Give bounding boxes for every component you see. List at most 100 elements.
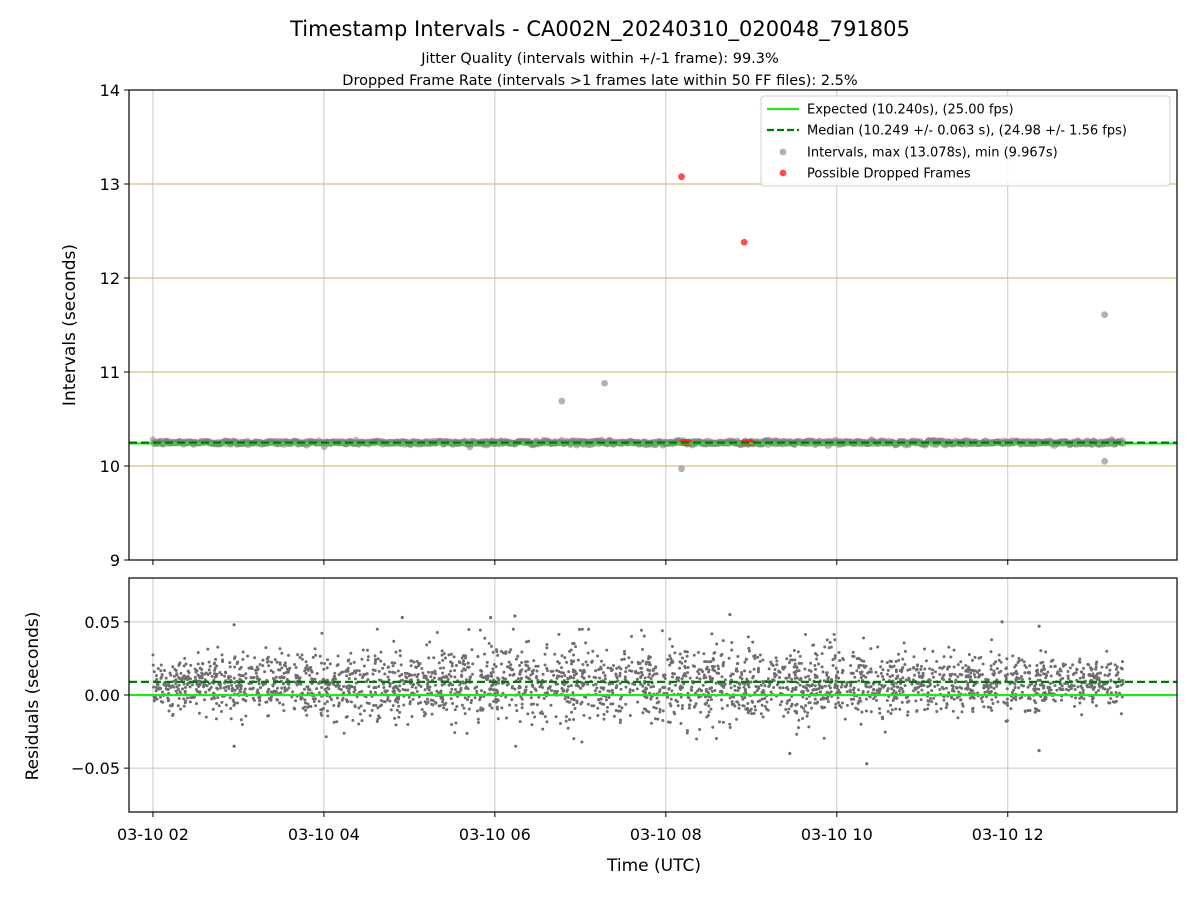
residual-point — [598, 676, 602, 680]
residual-point — [910, 682, 914, 686]
residual-point — [588, 716, 592, 720]
residual-point — [721, 639, 725, 643]
residual-point — [476, 655, 480, 659]
residual-point — [773, 667, 777, 671]
residual-point — [1046, 670, 1050, 674]
residual-point — [507, 660, 511, 664]
y-tick-label: 10 — [100, 457, 120, 476]
residual-point — [1071, 663, 1075, 667]
residual-point — [1039, 649, 1043, 653]
residual-point — [208, 687, 212, 691]
residual-point — [555, 676, 559, 680]
residual-point — [933, 684, 937, 688]
residual-point — [709, 707, 713, 711]
residual-point — [309, 704, 313, 708]
residual-point — [1048, 681, 1052, 685]
residual-point — [296, 676, 300, 680]
residual-point — [623, 675, 627, 679]
residual-point — [1107, 701, 1111, 705]
residual-point — [928, 683, 932, 687]
jitter-quality-subtitle: Jitter Quality (intervals within +/-1 fr… — [420, 51, 779, 67]
residual-point — [1078, 701, 1082, 705]
residual-point — [825, 671, 829, 675]
residual-point — [766, 677, 770, 681]
residual-point — [728, 696, 732, 700]
residual-point — [688, 676, 692, 680]
residual-point — [152, 670, 156, 674]
residual-point — [386, 698, 390, 702]
residual-point — [318, 654, 322, 658]
residual-point — [745, 677, 749, 681]
residual-point — [264, 700, 268, 704]
legend-dropped-swatch — [779, 169, 787, 177]
residual-point — [989, 706, 993, 710]
residual-point — [827, 646, 831, 650]
residual-point — [1023, 709, 1027, 713]
residual-point — [628, 690, 632, 694]
residual-point — [563, 697, 567, 701]
residual-point — [233, 665, 237, 669]
residual-point — [466, 697, 470, 701]
residual-point — [572, 676, 576, 680]
residual-point — [1047, 691, 1051, 695]
residual-point — [706, 698, 710, 702]
residual-point — [437, 677, 441, 681]
residual-point — [692, 653, 696, 657]
residual-point — [395, 686, 399, 690]
residual-point — [496, 707, 500, 711]
residual-point — [880, 715, 884, 719]
residual-point — [618, 682, 622, 686]
residual-point — [204, 715, 208, 719]
residual-point — [251, 696, 255, 700]
residual-point — [437, 704, 441, 708]
residual-point — [1087, 672, 1091, 676]
residual-point — [1046, 685, 1050, 689]
residual-point — [468, 678, 472, 682]
residual-point — [894, 670, 898, 674]
residual-point — [793, 662, 797, 666]
residual-point — [305, 705, 309, 709]
residual-point — [956, 716, 960, 720]
residual-point — [1082, 666, 1086, 670]
residual-point — [821, 670, 825, 674]
residual-point — [578, 668, 582, 672]
x-tick-label: 03-10 02 — [117, 825, 189, 844]
residual-point — [815, 674, 819, 678]
residual-point — [1036, 678, 1040, 682]
residual-point — [644, 662, 648, 666]
residual-point — [721, 720, 725, 724]
residual-point — [518, 663, 522, 667]
residual-point — [933, 670, 937, 674]
residual-point — [352, 660, 356, 664]
residual-point — [354, 681, 358, 685]
residual-point — [720, 675, 724, 679]
residual-point — [365, 648, 369, 652]
residual-point — [1077, 660, 1081, 664]
residual-point — [689, 688, 693, 692]
residual-point — [813, 697, 817, 701]
residual-point — [345, 674, 349, 678]
residual-point — [788, 751, 792, 756]
residual-point — [313, 647, 317, 651]
residual-point — [520, 706, 524, 710]
residual-point — [545, 720, 549, 724]
residual-point — [680, 661, 684, 665]
residual-point — [523, 688, 527, 692]
residual-point — [643, 676, 647, 680]
residual-point — [541, 685, 545, 689]
residual-point — [736, 686, 740, 690]
residual-point — [733, 688, 737, 692]
residual-point — [841, 701, 845, 705]
residual-point — [834, 666, 838, 670]
residual-point — [485, 660, 489, 664]
residual-point — [644, 707, 648, 711]
residual-point — [300, 696, 304, 700]
residual-point — [722, 661, 726, 665]
residual-point — [172, 674, 176, 678]
y-tick-label: 14 — [100, 81, 120, 100]
residual-point — [441, 671, 445, 675]
residual-point — [992, 662, 996, 666]
residual-point — [401, 688, 405, 692]
residual-point — [1109, 662, 1113, 666]
